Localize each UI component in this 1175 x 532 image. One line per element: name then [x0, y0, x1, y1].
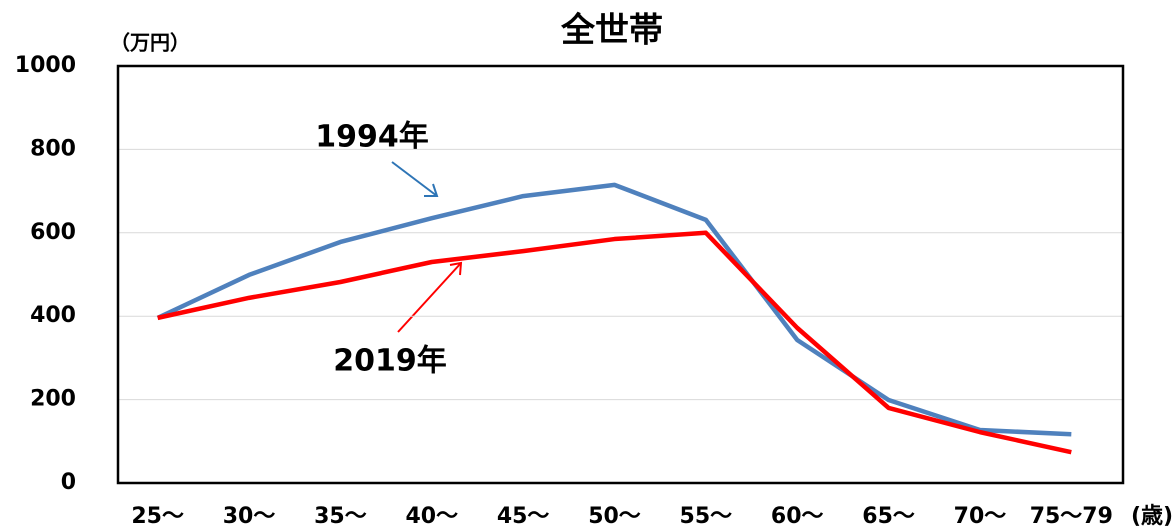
x-tick-label: 70～: [954, 504, 1007, 529]
series-line: [157, 230, 1072, 455]
series-annotation: 1994年: [315, 120, 429, 155]
y-tick-label: 200: [30, 387, 76, 412]
x-tick-label: 25～: [131, 504, 184, 529]
y-tick-label: 1000: [15, 53, 76, 78]
x-axis-label: (歳): [1131, 504, 1173, 529]
plot-frame: [116, 64, 1125, 485]
y-tick-label: 600: [30, 220, 76, 245]
chart-title: 全世帯: [560, 11, 663, 51]
y-tick-label: 0: [61, 470, 76, 495]
x-tick-label: 45～: [497, 504, 550, 529]
y-axis-label: （万円）: [110, 31, 190, 55]
series-annotation: 2019年: [333, 344, 447, 379]
series-line: [156, 182, 1072, 437]
x-tick-label: 65～: [862, 504, 915, 529]
x-tick-label: 55～: [680, 504, 733, 529]
y-tick-label: 400: [30, 303, 76, 328]
x-tick-label: 60～: [771, 504, 824, 529]
arrow: [397, 261, 463, 333]
x-tick-label: 50～: [588, 504, 641, 529]
x-tick-label: 30～: [223, 504, 276, 529]
x-tick-label: 75～79: [1030, 504, 1113, 529]
x-tick-label: 35～: [314, 504, 367, 529]
x-tick-label: 40～: [405, 504, 458, 529]
y-tick-label: 800: [30, 136, 76, 161]
arrow: [391, 161, 439, 197]
